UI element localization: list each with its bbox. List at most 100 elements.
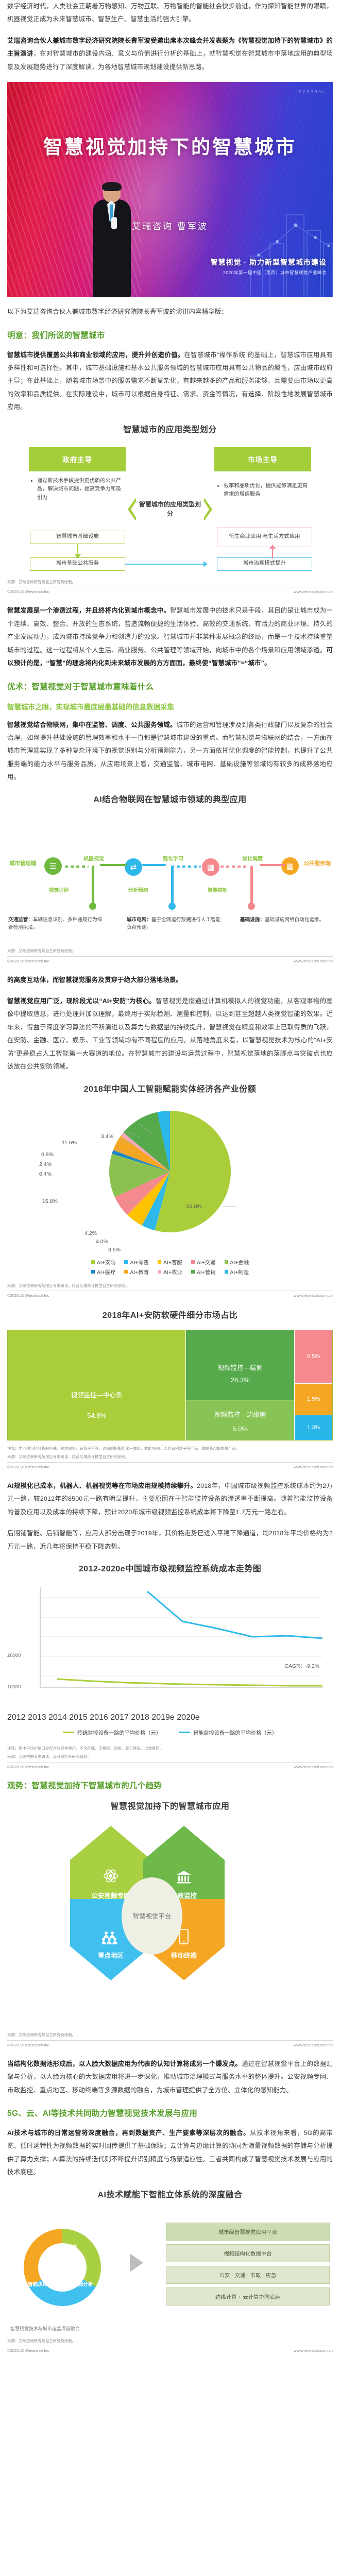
figure-ai-iot-footer: 来源：艾瑞咨询研究院自主研究及绘制。 ©2020.10 iResearch In…: [7, 948, 333, 963]
pie-slice-security: [155, 1110, 231, 1232]
figure-treemap-site: www.iresearch.com.cn: [294, 1465, 333, 1470]
pie-slice-agriculture: [121, 1132, 170, 1172]
city-management-end-label: 城市管理端: [9, 860, 37, 867]
body-smartcity-2: 智慧发展是一个渗透过程，并且终将内化到城市概念中。智慧城市发展中的技术只是手段，…: [7, 604, 333, 670]
figure-ai-iot-site: www.iresearch.com.cn: [294, 958, 333, 963]
body-5g: AI技术与城市的日常运营将深度融合，再到数据资产、生产要素等深层次的融合。从技术…: [7, 2127, 333, 2179]
legend-swatch-education: [124, 1269, 128, 1274]
petal-label-mobile-terminal: 移动终端: [171, 1952, 197, 1959]
legend-item-marketing: AI+营销: [191, 1268, 216, 1276]
line-chart-x-axis: 2012 2013 2014 2015 2016 2017 2018 2019e…: [7, 1713, 333, 1722]
caption-grid-title: 城市电网：: [127, 917, 151, 923]
gridlines: [40, 1597, 322, 1676]
legend-swatch-service: [158, 1260, 162, 1264]
arrow-pubsvc-to-governance: [125, 563, 207, 565]
slide-logo-main: 智慧视觉 · 助力新型智慧城市建设: [210, 258, 327, 267]
pie-slice-customer-service: [127, 1171, 170, 1226]
connector-solid-3: [260, 863, 285, 866]
body-smartcity-1: 智慧城市提供覆盖公共和商业领域的应用，提升并创造价值。在智慧城市“操作系统”的基…: [7, 349, 333, 414]
legend-item-retail: AI+零售: [124, 1258, 149, 1266]
arrow-infra-to-pubsvc-head: [75, 554, 81, 558]
figure-fusion-title: AI技术赋能下智能立体系统的深度融合: [97, 2190, 243, 2199]
figure-fusion-source: 来源：艾瑞咨询研究院自主研究及绘制。: [7, 2338, 76, 2343]
caption-grid: 城市电网：基于全网运行数据进行人工智能负荷预测。: [127, 916, 224, 932]
fusion-box-datamid: 视频结构化数据中台: [166, 2244, 330, 2262]
body-5g-bold: AI技术与城市的日常运营将深度融合，再到数据资产、生产要素等深层次的融合。: [7, 2129, 250, 2137]
treemap-name-device: 视频监控—端侧: [217, 1364, 263, 1372]
market-led-bullet: 效率和品质优化，提供能够满足更高需求的增值服务: [224, 482, 311, 500]
figure-treemap-title: 2018年AI+安防软硬件细分市场占比: [102, 1311, 238, 1320]
y-tick-20000: 20000: [7, 1653, 21, 1659]
figure-fusion-footer: 来源：艾瑞咨询研究院自主研究及绘制。 ©2020.10 iResearch In…: [7, 2338, 333, 2353]
pie-label-customer-service: 4.0%: [96, 1238, 108, 1245]
legend-label-manufact: AI+制造: [230, 1269, 249, 1276]
figure-ai-iot-title: AI结合物联网在智慧城市领域的典型应用: [93, 795, 247, 804]
figure-treemap-note: 注释：中心侧包括分析服务器、技术服务、系统平台等，边缘侧指智能化一体机、智能NV…: [7, 1446, 240, 1451]
body-cost-1-text: 2018年，中国城市级视频监控系统成本约为2万元一路，较2012年的8500元一…: [7, 1482, 333, 1516]
figure-line-title: 2012-2020e中国城市级视频监控系统成本走势图: [78, 1565, 262, 1574]
x-tick-2015: 2015: [69, 1713, 88, 1722]
pie-slice-transport: [114, 1171, 170, 1215]
legend-label-finance: AI+金融: [230, 1260, 249, 1266]
slide-logo-block: 智慧视觉 · 助力新型智慧城市建设 2020年第一届中国（南西）城市智慧视觉产业…: [211, 257, 327, 276]
legend-item-manufact: AI+制造: [224, 1268, 249, 1276]
treemap-value-device: 28.3%: [230, 1376, 250, 1384]
phone-icon: [179, 1928, 189, 1946]
legend-item-security: AI+安防: [91, 1258, 115, 1266]
section-heading-1: 明意：我们所说的智慧城市: [7, 331, 105, 340]
knob-analysis: [168, 902, 176, 910]
slide-subtitle: 艾瑞咨询 曹军波: [132, 222, 208, 232]
legend-item-agri: AI+农业: [158, 1268, 182, 1276]
line-chart-svg: [40, 1587, 323, 1688]
layers-icon: ☰: [44, 857, 62, 875]
treemap-value-edge: 5.0%: [232, 1425, 248, 1433]
figure-treemap-source: 来源：艾瑞咨询研究院报告专家访谈，结合艾瑞统计模型自主研究绘制。: [7, 1454, 129, 1460]
figure-pie-footer: 来源：艾瑞咨询研究院报告专家访谈，结合艾瑞统计模型自主研究绘制。 ©2020.1…: [7, 1283, 333, 1298]
gov-led-bullet-list: 通过新技术手段提供更优质的公共产品，解决城市问题，提高竞争力和吸引力: [31, 477, 125, 503]
figure-app-type-source: 来源：艾瑞咨询研究院自主研究及绘制。: [7, 579, 76, 584]
line-chart-legend: 传统监控设备一路的平均价格（元） 智能监控设备一路的平均价格（元）: [7, 1728, 333, 1736]
caption-traffic-text: 车辆信息识别、多种违规行为综合检测执法。: [8, 917, 103, 931]
x-tick-2017: 2017: [110, 1713, 129, 1722]
body-vision-3-bold: 的高度互动体，而智慧视觉服务及贯穿于绝大部分落地场景。: [7, 976, 182, 984]
slide-logo-sub: 2020年第一届中国（南西）城市智慧视觉产业峰会: [223, 270, 327, 276]
box-public-service: 城市基础公共服务: [30, 557, 125, 571]
legend-label-service: AI+客服: [163, 1260, 182, 1266]
pie-legend: AI+安防 AI+零售 AI+客服 AI+交通 AI+金融 AI+医疗 AI+教…: [7, 1258, 333, 1276]
stage-label-intelligent-control: 智能控制: [207, 887, 228, 893]
chevron-right-icon: [204, 497, 212, 521]
body-smartcity-2-text: 智慧城市发展中的技术只是手段，其目的是让城市成为一个连续、高效、整合、开放的生态…: [7, 607, 333, 654]
figure-app-type-bar: ©2020.10 iResearch Inc www.iresearch.com…: [7, 587, 333, 594]
stage-label-visual-recognition: 视觉识别: [48, 887, 69, 893]
figure-pie-title: 2018年中国人工智能赋能实体经济各产业份额: [83, 1084, 257, 1094]
ring-label-perception: 智能感知: [58, 2244, 78, 2250]
x-tick-2013: 2013: [28, 1713, 46, 1722]
figure-ai-iot: AI结合物联网在智慧城市领域的典型应用 城市管理端 公共服务端 ☰ ▦ ⇄ ▦: [7, 792, 333, 963]
x-tick-2014: 2014: [48, 1713, 67, 1722]
diamond-hub-label: 智慧视觉平台: [122, 1877, 182, 1955]
line-legend-smart: 智能监控设备一路的平均价格（元）: [179, 1728, 277, 1736]
arrow-pubsvc-to-governance-head: [203, 561, 208, 567]
figure-app-type-site: www.iresearch.com.cn: [294, 589, 333, 595]
intro-paragraph-2-bold: 艾瑞咨询合伙人兼城市数字经济研究院院长曹军波受邀出席本次峰会并发表题为《智慧视觉…: [7, 37, 333, 58]
body-vision-1-text: 城市的运营和管理涉及到各类行政部门以及复杂的社会治理，如何提升基础设施的管理效率…: [7, 721, 333, 781]
pie-label-manufacturing: 3.4%: [101, 1133, 113, 1140]
grid-icon: ▦: [202, 858, 219, 876]
fusion-box-domains: 公安 · 交通 · 市政 · 应急: [166, 2265, 330, 2284]
figure-line-source: 来源：艾瑞根据专家访谈、公开资料等研究绘制。: [7, 1754, 91, 1759]
pie-legend-row-1: AI+安防 AI+零售 AI+客服 AI+交通 AI+金融: [7, 1258, 333, 1266]
figure-app-type-footer: 来源：艾瑞咨询研究院自主研究及绘制。 ©2020.10 iResearch In…: [7, 579, 333, 594]
node-name-reinforce-learning: 强化学习: [163, 856, 183, 862]
figure-pie-site: www.iresearch.com.cn: [294, 1293, 333, 1298]
body-smartcity-2-bold: 智慧发展是一个渗透过程，并且终将内化到城市概念中。: [7, 607, 171, 615]
treemap-cell-edge: 视频监控—边缘侧 5.0%: [185, 1399, 295, 1440]
market-led-header: 市场主导: [214, 447, 311, 471]
legend-item-education: AI+教育: [124, 1268, 149, 1276]
series-line-traditional: [56, 1678, 322, 1687]
intro-paragraph-3: 以下为艾瑞咨询合伙人兼城市数字经济研究院院长曹军波的演讲内容精华版：: [7, 308, 228, 316]
body-vision-1: 智慧视觉结合物联网，集中在监管、调度、公共服务领域。城市的运营和管理涉及到各类行…: [7, 719, 333, 784]
caption-traffic-title: 交通监管：: [8, 917, 33, 923]
legend-label-transport: AI+交通: [196, 1260, 216, 1266]
connector-solid-2: [142, 863, 166, 866]
knob-vision: [89, 902, 96, 910]
